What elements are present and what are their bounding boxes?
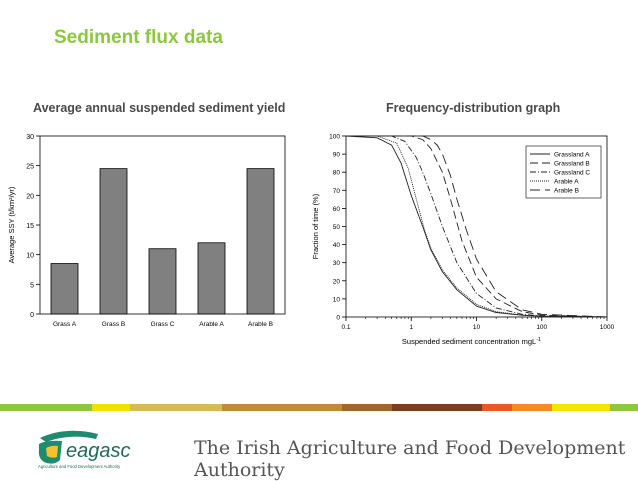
y-tick-label: 90 <box>333 152 341 159</box>
y-tick-label: 10 <box>333 296 341 303</box>
x-tick-label: Grass C <box>151 321 175 328</box>
stripe-segment <box>392 404 482 411</box>
legend-label: Arable B <box>554 188 579 195</box>
bar <box>197 242 226 315</box>
stripe-segment <box>0 404 92 411</box>
logo-wordmark: eagasc <box>66 440 131 462</box>
stripe-segment <box>482 404 512 411</box>
x-tick-label: Arable B <box>248 321 273 328</box>
x-tick-label: Grass A <box>53 321 77 328</box>
slide-title: Sediment flux data <box>54 27 223 48</box>
y-tick-label: 50 <box>333 224 341 231</box>
series-line <box>346 135 608 318</box>
stripe-segment <box>342 404 392 411</box>
bar-chart: 0 5 10 15 20 25 30 Grass A Grass B Grass C Arable … <box>7 134 286 328</box>
y-tick-label: 100 <box>329 134 340 141</box>
y-tick-label: 60 <box>333 206 341 213</box>
x-tick-label: Grass B <box>102 321 125 328</box>
y-axis-label: Fraction of time (%) <box>311 193 320 259</box>
color-stripe <box>0 404 638 411</box>
bar <box>50 263 79 315</box>
stripe-segment <box>92 404 130 411</box>
y-tick-label: 30 <box>333 260 341 267</box>
stripe-segment <box>610 404 638 411</box>
y-tick-label: 30 <box>26 134 34 141</box>
stripe-segment <box>552 404 610 411</box>
bar-chart-heading: Average annual suspended sediment yield <box>33 101 286 115</box>
y-tick-label: 40 <box>333 242 341 249</box>
y-tick-label: 10 <box>26 253 34 260</box>
y-tick-label: 70 <box>333 188 341 195</box>
y-tick-label: 0 <box>30 312 34 319</box>
x-tick-label: 0.1 <box>341 324 350 331</box>
legend-label: Arable A <box>554 179 579 186</box>
y-tick-label: 20 <box>26 193 34 200</box>
stripe-segment <box>130 404 222 411</box>
x-axis-label: Suspended sediment concentration mgL-1 <box>402 337 541 346</box>
teagasc-logo: eagasc Agriculture and Food Development … <box>38 430 131 469</box>
y-tick-label: 80 <box>333 170 341 177</box>
y-tick-label: 15 <box>26 223 34 230</box>
x-tick-label: 1 <box>409 324 413 331</box>
legend-label: Grassland C <box>554 170 590 177</box>
x-tick-label: 10 <box>473 324 481 331</box>
line-chart-heading: Frequency-distribution graph <box>386 101 561 115</box>
y-tick-label: 25 <box>26 164 34 171</box>
bar <box>246 168 275 315</box>
series-line <box>346 135 608 318</box>
x-tick-label: 1000 <box>600 324 615 331</box>
legend-label: Grassland B <box>554 161 590 168</box>
bar <box>148 248 177 315</box>
series-line <box>346 135 608 318</box>
y-tick-label: 5 <box>30 282 34 289</box>
frequency-distribution-chart: 0 10 20 30 40 50 60 70 80 90 100 0.1 1 10 100 1000 Grass… <box>311 134 615 347</box>
stripe-segment <box>512 404 552 411</box>
logo-tagline: Agriculture and Food Development Authori… <box>38 464 121 469</box>
legend-label: Grassland A <box>554 152 590 159</box>
stripe-segment <box>222 404 342 411</box>
y-tick-label: 20 <box>333 278 341 285</box>
y-tick-label: 0 <box>336 315 340 322</box>
footer-authority: The Irish Agriculture and Food Developme… <box>194 437 626 481</box>
y-axis-label: Average SSY (t/km²/yr) <box>7 186 16 263</box>
x-tick-label: Arable A <box>199 321 224 328</box>
x-tick-label: 100 <box>536 324 547 331</box>
series-line <box>346 135 608 318</box>
bar <box>99 168 128 315</box>
x-axis-label-superscript: -1 <box>536 337 541 343</box>
